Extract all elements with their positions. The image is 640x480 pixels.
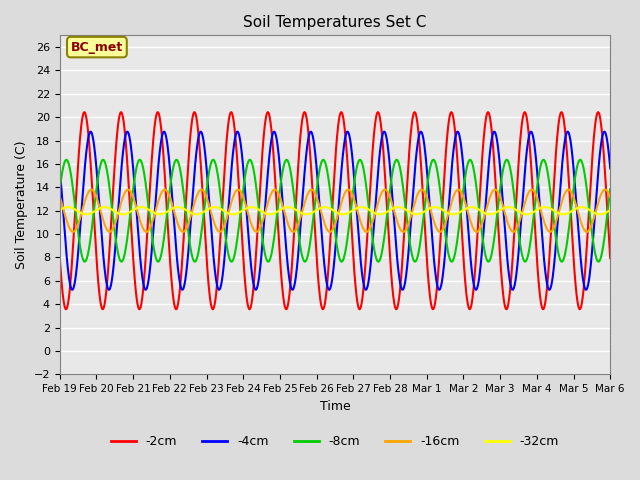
-8cm xyxy=(493,213,501,218)
-8cm xyxy=(165,195,173,201)
-4cm xyxy=(240,171,248,177)
-2cm xyxy=(607,255,614,261)
-32cm xyxy=(542,204,550,210)
Line: -4cm: -4cm xyxy=(60,132,611,290)
-2cm xyxy=(179,258,186,264)
Line: -2cm: -2cm xyxy=(60,112,611,309)
-32cm xyxy=(607,207,614,213)
-2cm xyxy=(246,306,253,312)
-2cm xyxy=(56,255,63,261)
-4cm xyxy=(607,166,614,171)
-8cm xyxy=(241,177,248,182)
Line: -32cm: -32cm xyxy=(60,207,611,215)
-8cm xyxy=(209,157,217,163)
X-axis label: Time: Time xyxy=(319,400,350,413)
-8cm xyxy=(542,160,550,166)
Y-axis label: Soil Temperature (C): Soil Temperature (C) xyxy=(15,141,28,269)
Line: -16cm: -16cm xyxy=(60,190,611,232)
-2cm xyxy=(542,298,550,303)
-2cm xyxy=(227,109,235,115)
-4cm xyxy=(493,137,501,143)
-16cm xyxy=(56,194,63,200)
-32cm xyxy=(138,204,145,210)
-4cm xyxy=(399,287,406,293)
-16cm xyxy=(607,194,614,200)
-8cm xyxy=(421,200,429,206)
-16cm xyxy=(179,228,186,234)
-8cm xyxy=(607,186,614,192)
-32cm xyxy=(119,212,127,217)
Line: -8cm: -8cm xyxy=(60,160,611,262)
-2cm xyxy=(493,204,501,210)
-4cm xyxy=(56,166,63,171)
-2cm xyxy=(165,239,173,244)
-32cm xyxy=(421,208,429,214)
-4cm xyxy=(542,271,550,277)
-16cm xyxy=(363,229,371,235)
-16cm xyxy=(240,196,248,202)
-32cm xyxy=(166,207,173,213)
-4cm xyxy=(165,154,173,160)
-16cm xyxy=(165,192,173,197)
-2cm xyxy=(421,229,429,235)
-32cm xyxy=(179,205,187,211)
-16cm xyxy=(381,187,388,192)
-2cm xyxy=(241,268,248,274)
-32cm xyxy=(56,207,63,213)
-4cm xyxy=(417,129,425,134)
Text: BC_met: BC_met xyxy=(71,41,123,54)
-4cm xyxy=(421,148,429,154)
-32cm xyxy=(493,209,501,215)
-32cm xyxy=(241,206,248,212)
-16cm xyxy=(542,223,550,229)
-16cm xyxy=(493,188,501,194)
-8cm xyxy=(56,186,63,192)
-8cm xyxy=(179,180,186,185)
-8cm xyxy=(228,259,236,264)
Legend: -2cm, -4cm, -8cm, -16cm, -32cm: -2cm, -4cm, -8cm, -16cm, -32cm xyxy=(106,430,564,453)
Title: Soil Temperatures Set C: Soil Temperatures Set C xyxy=(243,15,427,30)
-16cm xyxy=(421,191,429,196)
-4cm xyxy=(179,287,186,293)
